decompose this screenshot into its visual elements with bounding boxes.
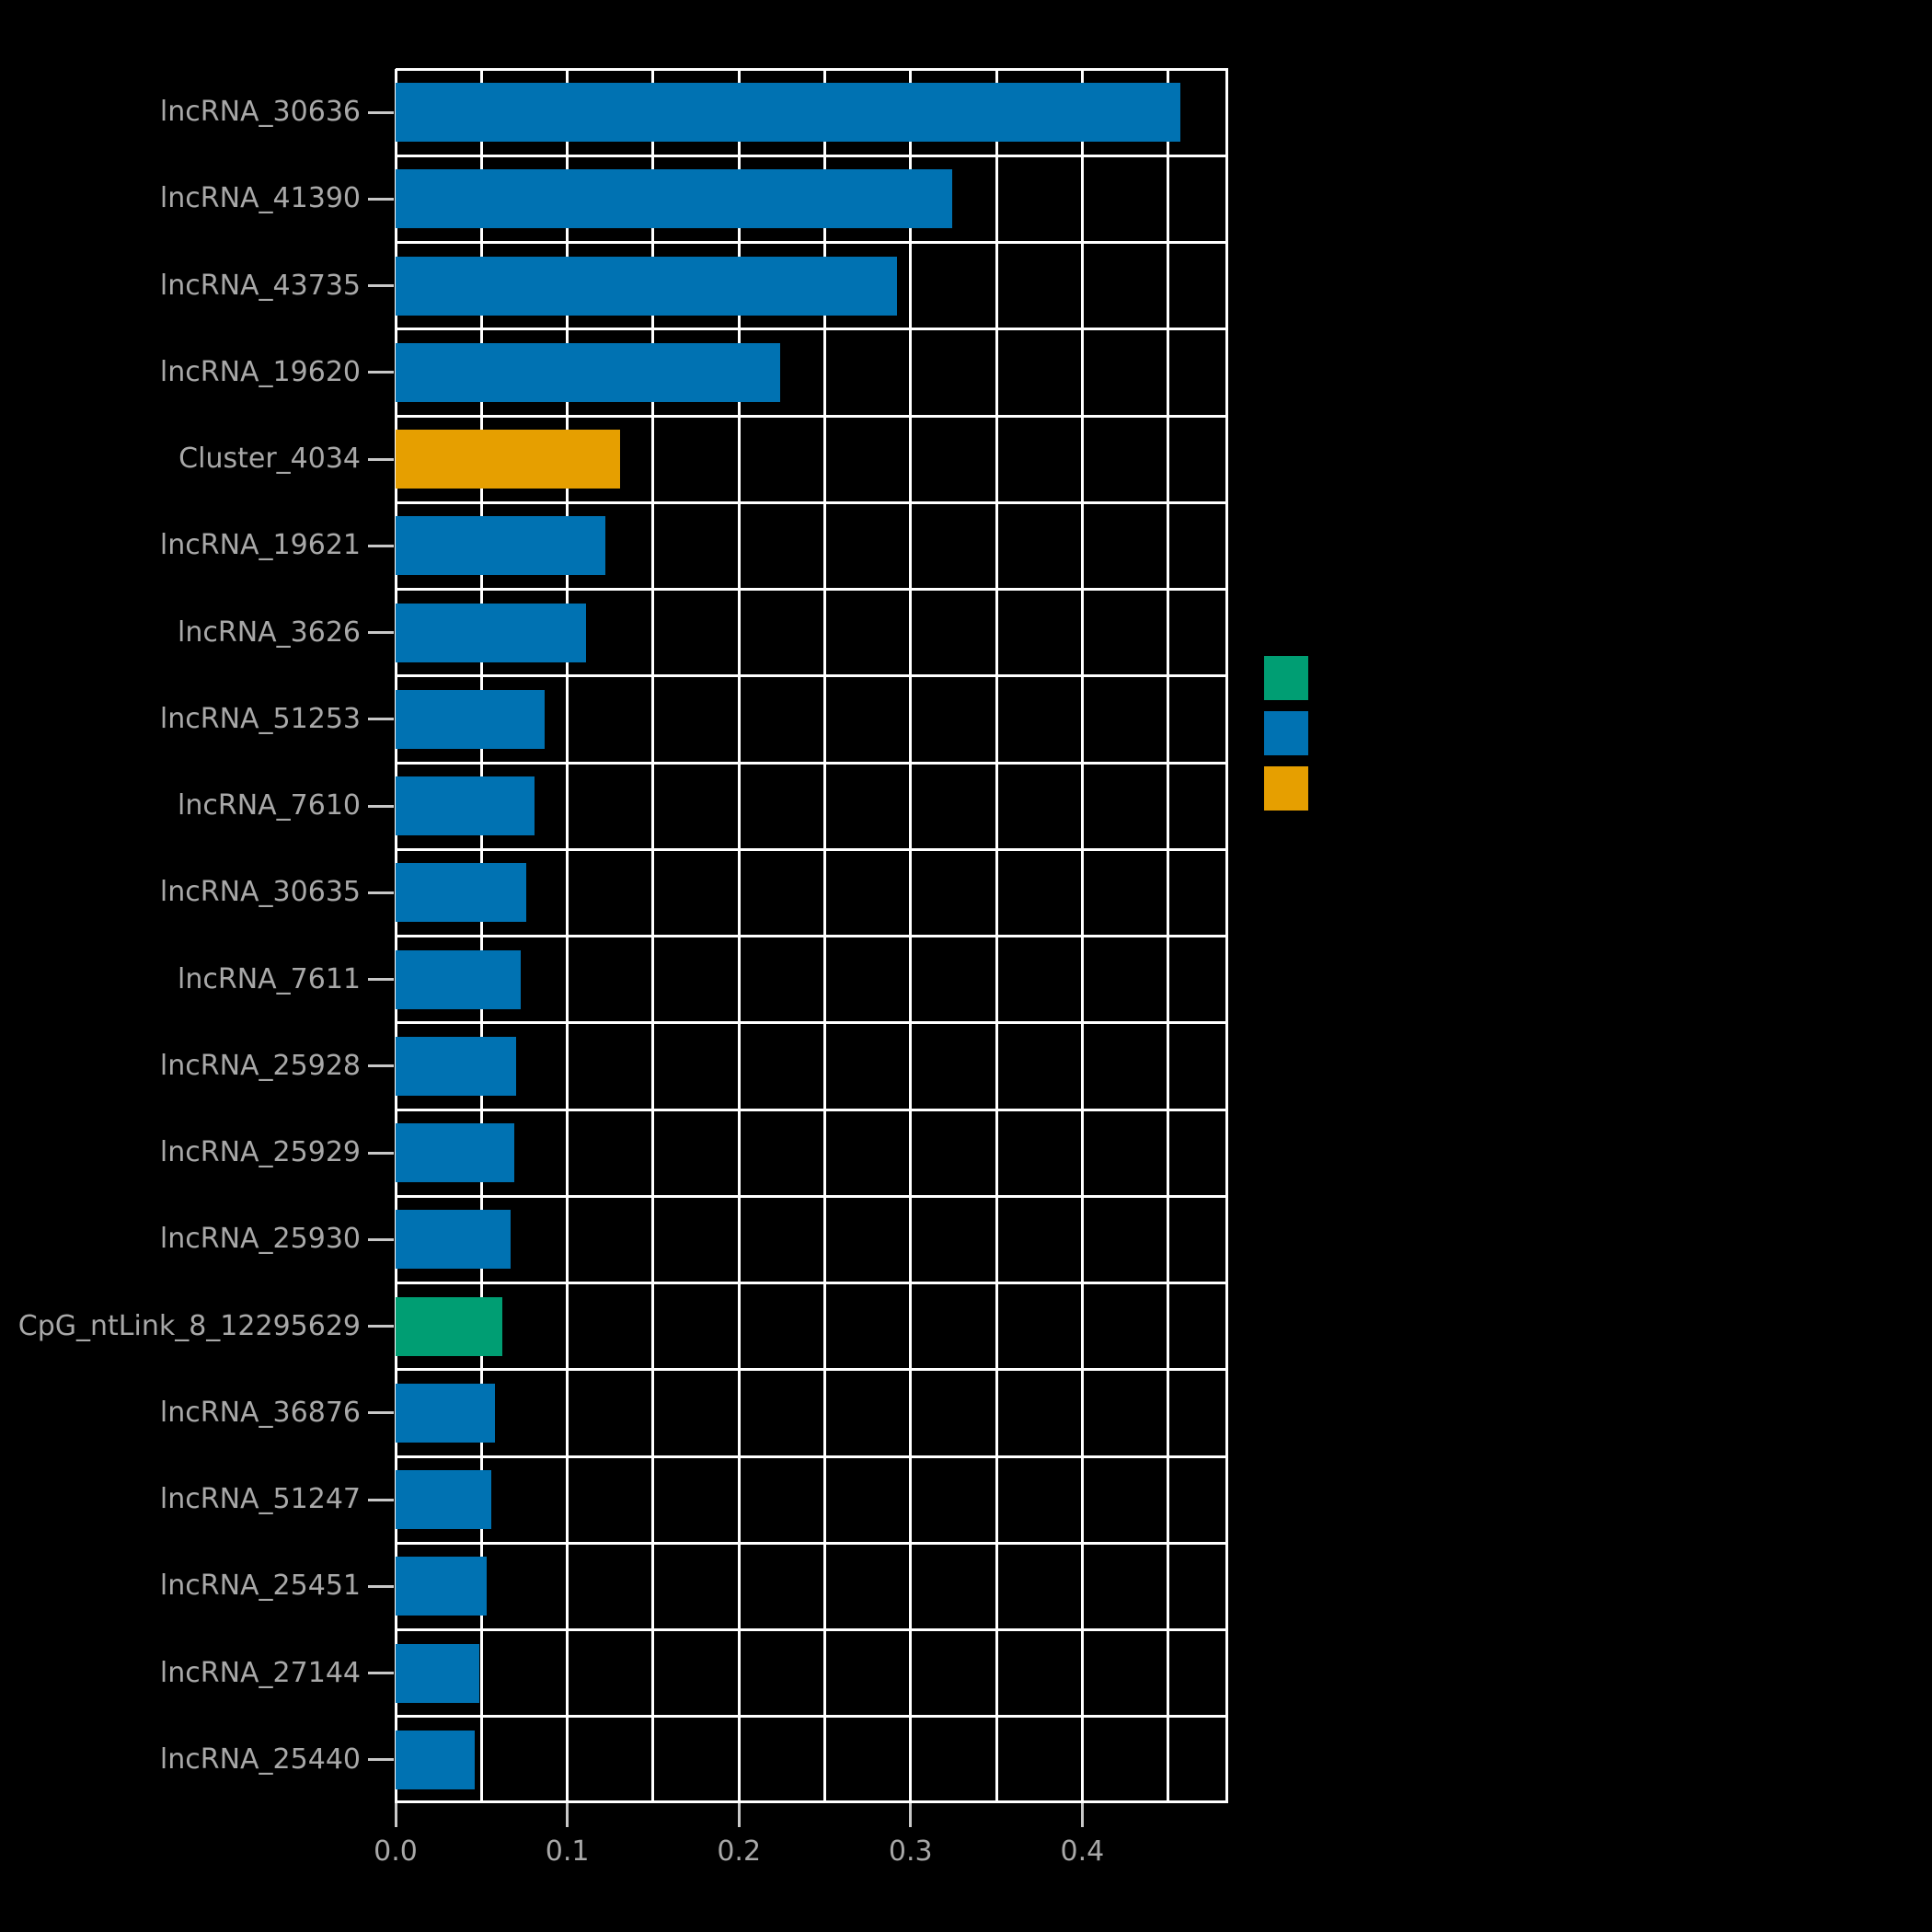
y-tick-mark: [368, 1411, 394, 1415]
category-label: lncRNA_25440: [159, 1742, 361, 1776]
x-tick-label: 0.0: [374, 1835, 418, 1868]
bar-Cluster_4034: [396, 430, 621, 489]
bar-lncRNA_25440: [396, 1730, 475, 1789]
category-label: CpG_ntLink_8_12295629: [17, 1309, 361, 1342]
bar-lncRNA_30636: [396, 83, 1180, 143]
h-gridline: [396, 241, 1228, 244]
legend-swatch-blue: [1264, 711, 1308, 755]
x-tick-label: 0.2: [717, 1835, 762, 1868]
legend-swatch-orange: [1264, 766, 1308, 811]
bar-lncRNA_7610: [396, 776, 535, 836]
h-gridline: [396, 1282, 1228, 1284]
h-gridline: [396, 1628, 1228, 1631]
h-gridline: [396, 588, 1228, 591]
category-label: lncRNA_7611: [178, 962, 361, 995]
x-tick-mark: [1080, 1803, 1084, 1827]
y-tick-mark: [368, 544, 394, 547]
y-tick-mark: [368, 1064, 394, 1068]
h-gridline: [396, 500, 1228, 504]
x-tick-mark: [566, 1803, 569, 1827]
y-tick-mark: [368, 718, 394, 721]
y-tick-mark: [368, 284, 394, 288]
h-gridline: [396, 1455, 1228, 1458]
category-label: lncRNA_43735: [159, 269, 361, 302]
category-label: lncRNA_36876: [159, 1396, 361, 1429]
y-tick-mark: [368, 1672, 394, 1675]
y-tick-mark: [368, 1325, 394, 1328]
bar-lncRNA_25930: [396, 1210, 512, 1270]
category-label: lncRNA_25451: [159, 1570, 361, 1603]
plot-area: [394, 67, 1228, 1803]
h-gridline: [396, 1800, 1228, 1803]
h-gridline: [396, 328, 1228, 331]
category-label: lncRNA_41390: [159, 182, 361, 215]
h-gridline: [396, 1194, 1228, 1198]
h-gridline: [396, 67, 1228, 71]
bar-lncRNA_36876: [396, 1383, 496, 1443]
bar-lncRNA_25928: [396, 1036, 516, 1096]
y-tick-mark: [368, 110, 394, 114]
x-tick-mark: [909, 1803, 913, 1827]
y-tick-mark: [368, 631, 394, 635]
y-tick-mark: [368, 891, 394, 894]
h-gridline: [396, 674, 1228, 678]
h-gridline: [396, 1368, 1228, 1372]
legend-swatch-green: [1264, 656, 1308, 700]
y-tick-mark: [368, 978, 394, 982]
x-tick-label: 0.4: [1060, 1835, 1105, 1868]
y-tick-mark: [368, 371, 394, 374]
y-tick-mark: [368, 457, 394, 461]
category-label: lncRNA_25929: [159, 1136, 361, 1169]
h-gridline: [396, 847, 1228, 851]
category-label: lncRNA_25930: [159, 1223, 361, 1256]
bar-CpG_ntLink_8_12295629: [396, 1296, 502, 1356]
category-label: lncRNA_30636: [159, 96, 361, 129]
h-gridline: [396, 1021, 1228, 1025]
bar-lncRNA_3626: [396, 603, 587, 662]
h-gridline: [396, 761, 1228, 765]
bar-lncRNA_7611: [396, 949, 522, 1009]
bar-lncRNA_25929: [396, 1123, 514, 1183]
h-gridline: [396, 1715, 1228, 1719]
h-gridline: [396, 414, 1228, 418]
bar-lncRNA_30635: [396, 863, 526, 923]
category-label: lncRNA_19620: [159, 355, 361, 388]
bar-lncRNA_51253: [396, 689, 546, 749]
category-label: lncRNA_51253: [159, 702, 361, 735]
h-gridline: [396, 1108, 1228, 1111]
h-gridline: [396, 1541, 1228, 1545]
y-tick-mark: [368, 1758, 394, 1762]
h-gridline: [396, 154, 1228, 157]
y-tick-mark: [368, 1237, 394, 1241]
bar-lncRNA_27144: [396, 1643, 480, 1703]
y-tick-mark: [368, 1584, 394, 1588]
category-label: lncRNA_3626: [178, 615, 361, 649]
bar-lncRNA_41390: [396, 169, 952, 229]
category-label: Cluster_4034: [178, 443, 361, 476]
y-tick-mark: [368, 1498, 394, 1501]
category-label: lncRNA_51247: [159, 1483, 361, 1516]
bar-lncRNA_19620: [396, 342, 780, 402]
x-tick-label: 0.3: [888, 1835, 933, 1868]
category-label: lncRNA_25928: [159, 1049, 361, 1082]
bar-lncRNA_51247: [396, 1470, 492, 1530]
bar-lncRNA_43735: [396, 256, 897, 316]
category-label: lncRNA_27144: [159, 1656, 361, 1689]
category-label: lncRNA_19621: [159, 529, 361, 562]
x-tick-mark: [394, 1803, 397, 1827]
y-tick-mark: [368, 1151, 394, 1155]
h-gridline: [396, 935, 1228, 937]
bar-lncRNA_25451: [396, 1557, 487, 1616]
x-tick-mark: [737, 1803, 741, 1827]
y-tick-mark: [368, 804, 394, 808]
category-label: lncRNA_30635: [159, 876, 361, 909]
bar-lncRNA_19621: [396, 516, 605, 576]
x-tick-label: 0.1: [545, 1835, 590, 1868]
category-label: lncRNA_7610: [178, 789, 361, 822]
y-tick-mark: [368, 197, 394, 201]
